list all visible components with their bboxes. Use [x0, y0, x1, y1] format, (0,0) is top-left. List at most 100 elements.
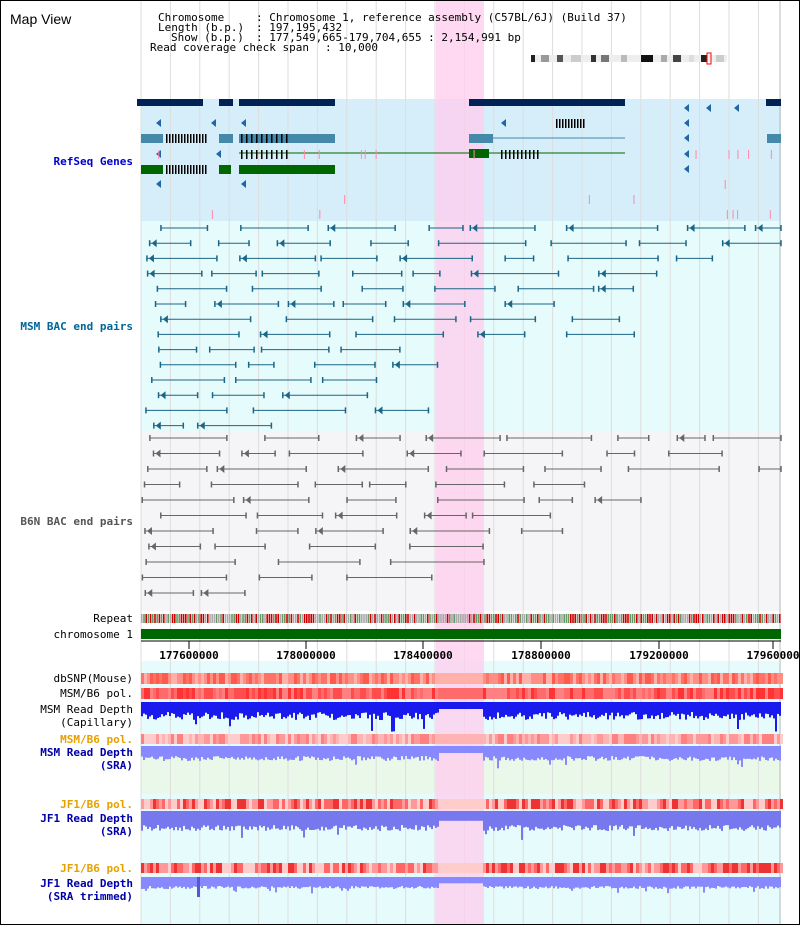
depth-bar	[691, 811, 693, 829]
depth-bar	[337, 877, 339, 887]
depth-bar	[635, 702, 637, 715]
depth-bar	[747, 746, 749, 759]
heat-cell	[270, 863, 273, 873]
depth-bar	[553, 877, 555, 889]
repeat-segment	[449, 614, 451, 623]
depth-bar	[661, 877, 663, 889]
depth-bar	[601, 746, 603, 757]
repeat-segment	[554, 614, 557, 623]
depth-bar	[437, 702, 439, 713]
heat-cell	[213, 688, 216, 699]
heat-cell	[675, 673, 678, 684]
heat-cell	[339, 673, 342, 684]
depth-bar	[681, 746, 683, 759]
depth-bar	[653, 702, 655, 719]
depth-bar	[311, 811, 313, 830]
depth-bar	[467, 877, 469, 884]
depth-bar	[207, 877, 209, 889]
bac-arrow-icon	[689, 224, 695, 232]
heat-cell	[333, 673, 336, 684]
depth-bar	[661, 746, 663, 759]
heat-cell	[216, 734, 219, 744]
repeat-segment	[330, 614, 332, 623]
heat-cell	[774, 688, 777, 699]
heat-cell	[285, 688, 288, 699]
heat-cell	[639, 688, 642, 699]
heat-cell	[777, 799, 780, 809]
heat-cell	[234, 688, 237, 699]
heat-cell	[618, 734, 621, 744]
repeat-segment	[147, 614, 150, 623]
depth-bar	[443, 702, 445, 709]
heat-cell	[252, 863, 255, 873]
depth-bar	[165, 811, 167, 829]
heat-cell	[669, 799, 672, 809]
depth-bar	[459, 702, 461, 709]
heat-cell	[528, 799, 531, 809]
repeat-segment	[154, 614, 156, 623]
gene-arrow-icon	[216, 150, 221, 158]
heat-cell	[234, 863, 237, 873]
exon-tick	[533, 150, 535, 159]
depth-bar	[581, 746, 583, 760]
depth-bar	[501, 746, 503, 758]
ideogram-band	[701, 55, 707, 62]
depth-bar	[479, 702, 481, 709]
depth-bar	[401, 811, 403, 826]
depth-bar	[363, 811, 365, 828]
depth-bar	[391, 702, 393, 732]
heat-cell	[279, 863, 282, 873]
repeat-segment	[677, 614, 680, 623]
ideogram-position-marker	[706, 52, 712, 65]
ideogram-band	[591, 55, 596, 62]
repeat-segment	[281, 614, 284, 623]
depth-bar	[649, 702, 651, 719]
depth-bar	[151, 702, 153, 716]
repeat-segment	[697, 614, 700, 623]
heat-cell	[171, 863, 174, 873]
depth-bar	[749, 877, 751, 887]
depth-bar	[249, 702, 251, 719]
track-label-b6n-bac[interactable]: B6N BAC end pairs	[20, 515, 133, 528]
heat-cell	[432, 673, 435, 684]
track-label-msm-bac[interactable]: MSM BAC end pairs	[20, 320, 133, 333]
depth-bar	[707, 877, 709, 887]
bac-arrow-icon	[262, 330, 268, 339]
exon-tick	[509, 150, 511, 159]
depth-bar	[531, 877, 533, 889]
heat-cell	[333, 799, 336, 809]
heat-cell	[540, 799, 543, 809]
heat-cell	[258, 688, 261, 699]
depth-bar	[327, 877, 329, 889]
gene-arrow-icon	[684, 104, 689, 112]
depth-bar	[585, 702, 587, 718]
heat-cell	[330, 688, 333, 699]
bac-arrow-icon	[473, 269, 479, 278]
depth-bar	[183, 702, 185, 715]
heat-cell	[354, 688, 357, 699]
depth-bar	[633, 746, 635, 758]
depth-bar	[759, 702, 761, 714]
depth-bar	[579, 702, 581, 715]
track-label-repeat: Repeat	[93, 612, 133, 625]
heat-cell	[207, 863, 210, 873]
exon-tick	[583, 119, 585, 128]
heat-cell	[744, 799, 747, 809]
repeat-segment	[699, 614, 702, 623]
depth-bar	[675, 877, 677, 889]
depth-bar	[497, 811, 499, 831]
depth-bar	[233, 746, 235, 759]
repeat-segment	[457, 614, 460, 623]
heat-cell	[711, 734, 714, 744]
heat-cell	[174, 799, 177, 809]
depth-bar	[307, 877, 309, 888]
exon-tick	[559, 119, 561, 128]
depth-bar	[301, 746, 303, 761]
depth-bar	[567, 746, 569, 757]
depth-bar	[779, 811, 781, 828]
repeat-segment	[420, 614, 422, 623]
heat-cell	[252, 734, 255, 744]
track-label-refseq-genes[interactable]: RefSeq Genes	[53, 155, 133, 168]
depth-bar	[289, 811, 291, 831]
